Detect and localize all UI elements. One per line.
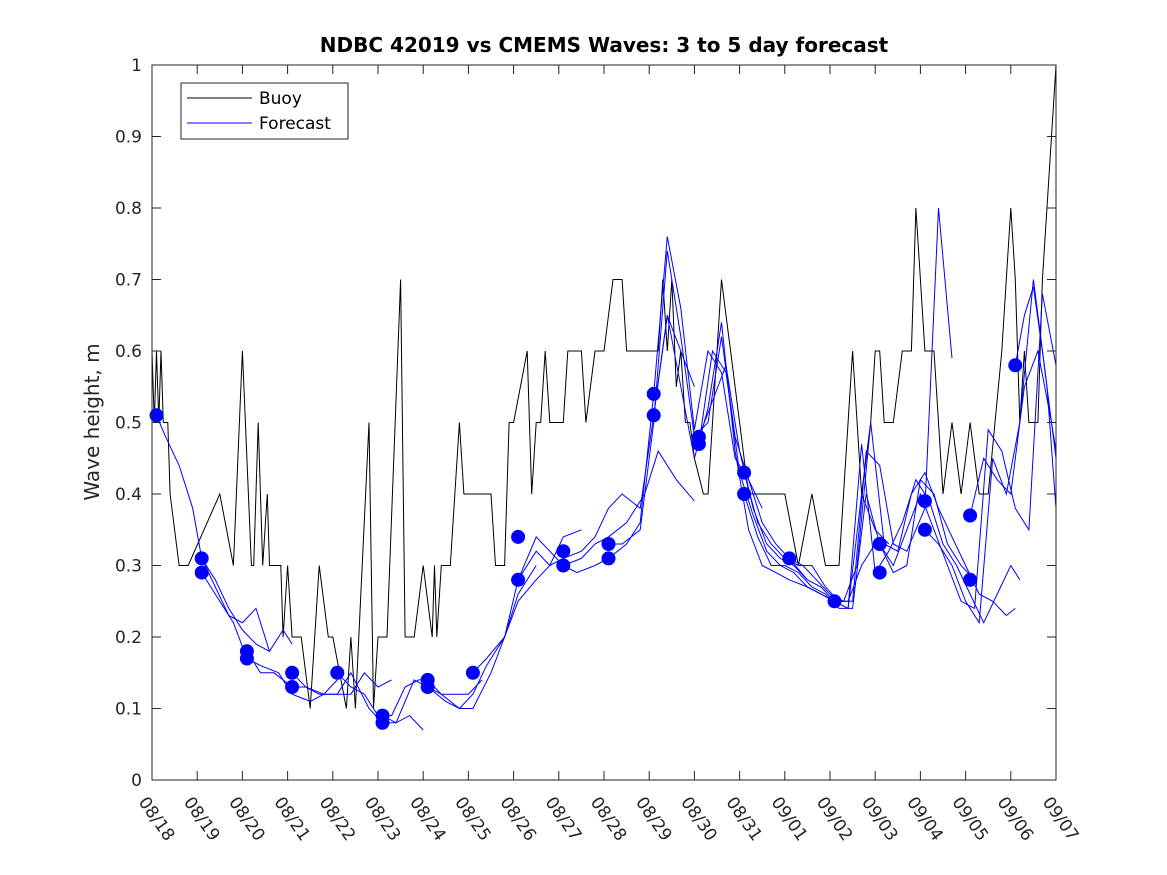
forecast-line-11 <box>608 250 808 581</box>
y-tick-label: 0.4 <box>115 485 142 505</box>
forecast-point <box>646 386 661 401</box>
y-tick-label: 0.1 <box>115 700 142 720</box>
y-tick-label: 0.7 <box>115 271 142 291</box>
forecast-point <box>511 529 526 544</box>
x-tick-label: 08/19 <box>179 793 223 845</box>
y-tick-label: 1 <box>131 56 142 76</box>
buoy-series <box>151 64 1057 709</box>
forecast-point <box>1008 358 1023 373</box>
x-tick-label: 08/21 <box>270 793 314 845</box>
forecast-point <box>285 680 300 694</box>
forecast-point <box>285 665 300 680</box>
forecast-point <box>556 544 571 559</box>
forecast-line-15 <box>743 207 953 602</box>
x-tick-label: 08/23 <box>360 793 404 845</box>
x-tick-label: 08/28 <box>586 793 630 845</box>
buoy-line <box>151 64 1057 709</box>
forecast-point <box>239 651 254 666</box>
legend: Buoy Forecast <box>180 82 349 140</box>
y-tick-label: 0.3 <box>115 557 142 577</box>
forecast-point <box>737 465 752 480</box>
forecast-point <box>782 551 797 566</box>
forecast-point <box>375 715 390 730</box>
x-tick-label: 08/30 <box>676 793 720 845</box>
forecast-line-10 <box>563 236 763 574</box>
forecast-line-4 <box>291 671 424 731</box>
forecast-point <box>872 537 887 551</box>
plot-frame <box>151 64 1057 781</box>
forecast-point <box>194 565 209 580</box>
forecast-line-21 <box>969 349 1057 516</box>
x-tick-label: 08/18 <box>134 793 178 845</box>
forecast-line-0 <box>156 415 270 652</box>
forecast-point <box>646 408 661 423</box>
plot-area <box>152 65 1056 780</box>
legend-forecast-label: Forecast <box>259 114 331 134</box>
forecast-line-20 <box>924 279 1057 625</box>
forecast-line-22 <box>1014 286 1057 452</box>
x-tick-label: 09/01 <box>767 793 811 845</box>
legend-buoy-label: Buoy <box>259 89 302 109</box>
x-tick-label: 08/25 <box>450 793 494 845</box>
x-tick-label: 09/03 <box>857 793 901 845</box>
x-tick-label: 09/07 <box>1038 793 1082 845</box>
forecast-point <box>691 437 706 451</box>
x-tick-label: 09/05 <box>948 793 992 845</box>
x-tick-label: 08/22 <box>315 793 359 845</box>
forecast-point <box>420 680 435 694</box>
x-tick-label: 09/06 <box>993 793 1037 845</box>
y-axis-label: Wave height, m <box>80 343 104 500</box>
forecast-line-3 <box>246 651 392 695</box>
y-tick-label: 0.8 <box>115 199 142 219</box>
forecast-point <box>465 665 480 680</box>
forecast-point <box>330 665 345 680</box>
legend-box <box>180 82 349 140</box>
forecast-initial-points <box>149 358 1023 730</box>
forecast-point <box>556 558 571 573</box>
forecast-point <box>872 565 887 580</box>
forecast-point <box>194 551 209 566</box>
forecast-point <box>737 487 752 501</box>
forecast-point <box>917 522 932 537</box>
forecast-point <box>963 572 978 587</box>
forecast-line-8 <box>472 449 695 674</box>
forecast-point <box>827 594 842 609</box>
forecast-point <box>511 572 526 587</box>
forecast-line-2 <box>201 572 338 702</box>
x-tick-label: 08/20 <box>224 793 268 845</box>
x-tick-label: 08/29 <box>631 793 675 845</box>
y-tick-label: 0.6 <box>115 342 142 362</box>
y-tick-label: 0.9 <box>115 128 142 148</box>
forecast-point <box>601 537 616 551</box>
x-tick-label: 09/04 <box>902 793 946 845</box>
forecast-point <box>601 551 616 566</box>
axis-ticks <box>151 64 1057 781</box>
y-tick-label: 0 <box>131 771 142 791</box>
x-tick-label: 08/24 <box>405 793 449 845</box>
forecast-line-5 <box>336 672 483 717</box>
x-tick-label: 08/26 <box>496 793 540 845</box>
y-tick-label: 0.2 <box>115 628 142 648</box>
y-tick-label: 0.5 <box>115 414 142 434</box>
forecast-point <box>149 408 164 423</box>
x-tick-label: 09/02 <box>812 793 856 845</box>
x-tick-label: 08/31 <box>722 793 766 845</box>
forecast-line-14 <box>698 349 890 610</box>
forecast-point <box>917 494 932 509</box>
x-tick-label: 08/27 <box>541 793 585 845</box>
chart-title: NDBC 42019 vs CMEMS Waves: 3 to 5 day fo… <box>320 33 889 57</box>
forecast-line-1 <box>201 558 293 653</box>
forecast-point <box>963 508 978 523</box>
